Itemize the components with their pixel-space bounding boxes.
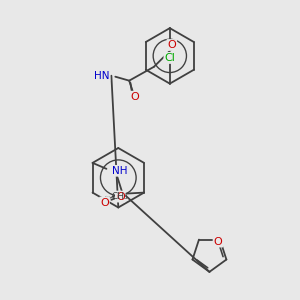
Text: O: O	[130, 92, 139, 102]
Text: O: O	[116, 192, 124, 202]
Text: O: O	[214, 237, 222, 247]
Text: methoxy: methoxy	[105, 196, 112, 197]
Text: Cl: Cl	[164, 53, 175, 63]
Text: HN: HN	[94, 71, 110, 81]
Text: CH₃: CH₃	[111, 192, 128, 201]
Text: O: O	[167, 40, 176, 50]
Text: O: O	[100, 197, 109, 208]
Text: NH: NH	[112, 166, 128, 176]
